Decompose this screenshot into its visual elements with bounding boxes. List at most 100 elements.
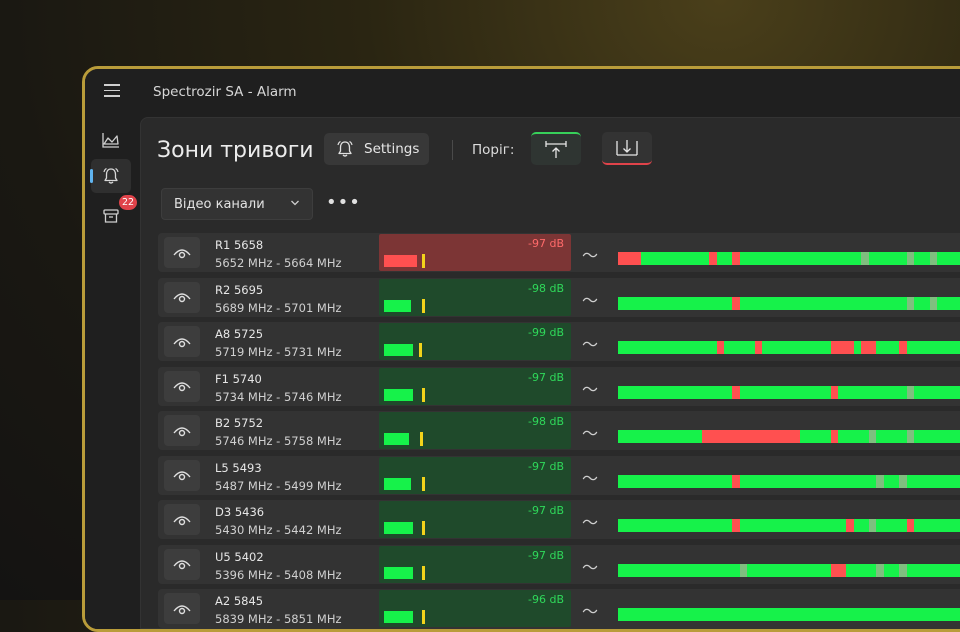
threshold-lower-button[interactable]: [602, 132, 652, 165]
timeline-segment: [618, 563, 740, 577]
table-row[interactable]: A2 5845 5839 MHz - 5851 MHz -96 dB 〜: [158, 589, 960, 628]
signal-level-meter: -99 dB: [379, 323, 571, 360]
timeline-segment: [830, 341, 854, 354]
signal-peak-marker: [422, 254, 426, 268]
visibility-toggle-button[interactable]: [164, 593, 200, 624]
bell-settings-icon: [337, 140, 353, 157]
alarm-timeline: [618, 296, 960, 310]
timeline-segment: [906, 430, 915, 443]
timeline-segment: [876, 563, 884, 577]
timeline-segment: [830, 385, 839, 399]
wave-icon: 〜: [582, 335, 599, 354]
table-row[interactable]: R1 5658 5652 MHz - 5664 MHz -97 dB 〜: [158, 233, 960, 272]
channel-name: R2 5695: [215, 282, 264, 297]
timeline-segment: [899, 341, 907, 354]
hamburger-menu-icon[interactable]: [104, 84, 120, 98]
timeline-segment: [618, 430, 702, 443]
table-row[interactable]: D3 5436 5430 MHz - 5442 MHz -97 dB 〜: [158, 500, 960, 539]
timeline-segment: [739, 296, 907, 310]
more-options-button[interactable]: •••: [326, 192, 361, 213]
channel-frequency-range: 5719 MHz - 5731 MHz: [215, 345, 342, 359]
visibility-toggle-button[interactable]: [164, 459, 200, 491]
timeline-segment: [876, 341, 900, 354]
timeline-segment: [884, 563, 900, 577]
timeline-segment: [899, 563, 907, 577]
timeline-segment: [906, 296, 915, 310]
timeline-segment: [914, 430, 960, 443]
timeline-segment: [800, 430, 831, 443]
timeline-segment: [739, 252, 862, 265]
channel-name: A8 5725: [215, 327, 264, 341]
timeline-segment: [838, 430, 869, 443]
table-row[interactable]: F1 5740 5734 MHz - 5746 MHz -97 dB 〜: [158, 366, 960, 406]
timeline-segment: [618, 474, 732, 488]
eye-icon: [173, 248, 191, 258]
dropdown-selected-value: Відео канали: [174, 196, 265, 212]
wave-icon: 〜: [582, 424, 599, 443]
visibility-toggle-button[interactable]: [164, 237, 200, 268]
timeline-segment: [747, 563, 831, 577]
eye-icon: [173, 515, 191, 525]
timeline-segment: [716, 341, 725, 354]
timeline-segment: [914, 519, 960, 532]
eye-icon: [173, 293, 191, 303]
visibility-toggle-button[interactable]: [164, 281, 200, 313]
timeline-segment: [868, 519, 877, 532]
timeline-segment: [853, 519, 869, 532]
signal-level-bar: [384, 522, 414, 534]
archive-box-icon: [103, 209, 119, 223]
timeline-segment: [618, 296, 732, 310]
table-row[interactable]: A8 5725 5719 MHz - 5731 MHz -99 dB 〜: [158, 322, 960, 361]
wave-icon: 〜: [582, 290, 599, 310]
wave-icon: 〜: [582, 246, 599, 265]
signal-level-bar: [384, 611, 414, 623]
timeline-segment: [732, 519, 740, 532]
timeline-segment: [754, 341, 763, 354]
signal-db-value: -99 dB: [528, 326, 564, 339]
timeline-segment: [937, 252, 960, 265]
channel-frequency-range: 5689 MHz - 5701 MHz: [215, 300, 342, 315]
table-row[interactable]: B2 5752 5746 MHz - 5758 MHz -98 dB 〜: [158, 411, 960, 450]
chevron-down-icon: [291, 200, 299, 206]
signal-peak-marker: [422, 610, 426, 624]
signal-peak-marker: [422, 387, 426, 402]
signal-level-bar: [384, 255, 417, 267]
nav-archive[interactable]: 22: [91, 195, 137, 233]
threshold-upper-button[interactable]: [531, 132, 581, 165]
table-row[interactable]: L5 5493 5487 MHz - 5499 MHz -97 dB 〜: [158, 455, 960, 495]
timeline-segment: [914, 252, 930, 265]
visibility-toggle-button[interactable]: [164, 548, 200, 580]
visibility-toggle-button[interactable]: [164, 415, 200, 446]
visibility-toggle-button[interactable]: [164, 504, 200, 535]
signal-level-bar: [384, 566, 414, 579]
signal-db-value: -98 dB: [528, 281, 564, 295]
signal-level-bar: [384, 477, 412, 490]
title-bar: Spectrozir SA - Alarm: [85, 69, 960, 117]
signal-db-value: -97 dB: [528, 370, 564, 384]
timeline-segment: [846, 563, 877, 577]
bell-alarm-icon: [103, 167, 119, 184]
page-title: Зони тривоги: [157, 138, 314, 163]
signal-level-bar: [384, 344, 414, 356]
signal-db-value: -97 dB: [528, 548, 564, 562]
table-row[interactable]: R2 5695 5689 MHz - 5701 MHz -98 dB 〜: [158, 277, 960, 317]
settings-button[interactable]: Settings: [324, 133, 429, 165]
nav-alarm[interactable]: [90, 159, 131, 193]
timeline-segment: [906, 385, 915, 399]
nav-spectrum[interactable]: [91, 123, 131, 157]
channel-filter-dropdown[interactable]: Відео канали: [161, 188, 313, 220]
visibility-toggle-button[interactable]: [164, 326, 200, 357]
channel-frequency-range: 5652 MHz - 5664 MHz: [215, 256, 342, 270]
alarm-timeline: [618, 474, 960, 488]
timeline-segment: [846, 519, 854, 532]
timeline-segment: [906, 563, 960, 577]
settings-label: Settings: [364, 141, 420, 157]
table-row[interactable]: U5 5402 5396 MHz - 5408 MHz -97 dB 〜: [158, 544, 960, 584]
visibility-toggle-button[interactable]: [164, 370, 200, 402]
eye-icon: [173, 426, 191, 436]
signal-level-bar: [384, 299, 412, 312]
timeline-segment: [732, 296, 740, 310]
timeline-segment: [830, 430, 839, 443]
timeline-segment: [853, 341, 862, 354]
timeline-segment: [914, 385, 960, 399]
